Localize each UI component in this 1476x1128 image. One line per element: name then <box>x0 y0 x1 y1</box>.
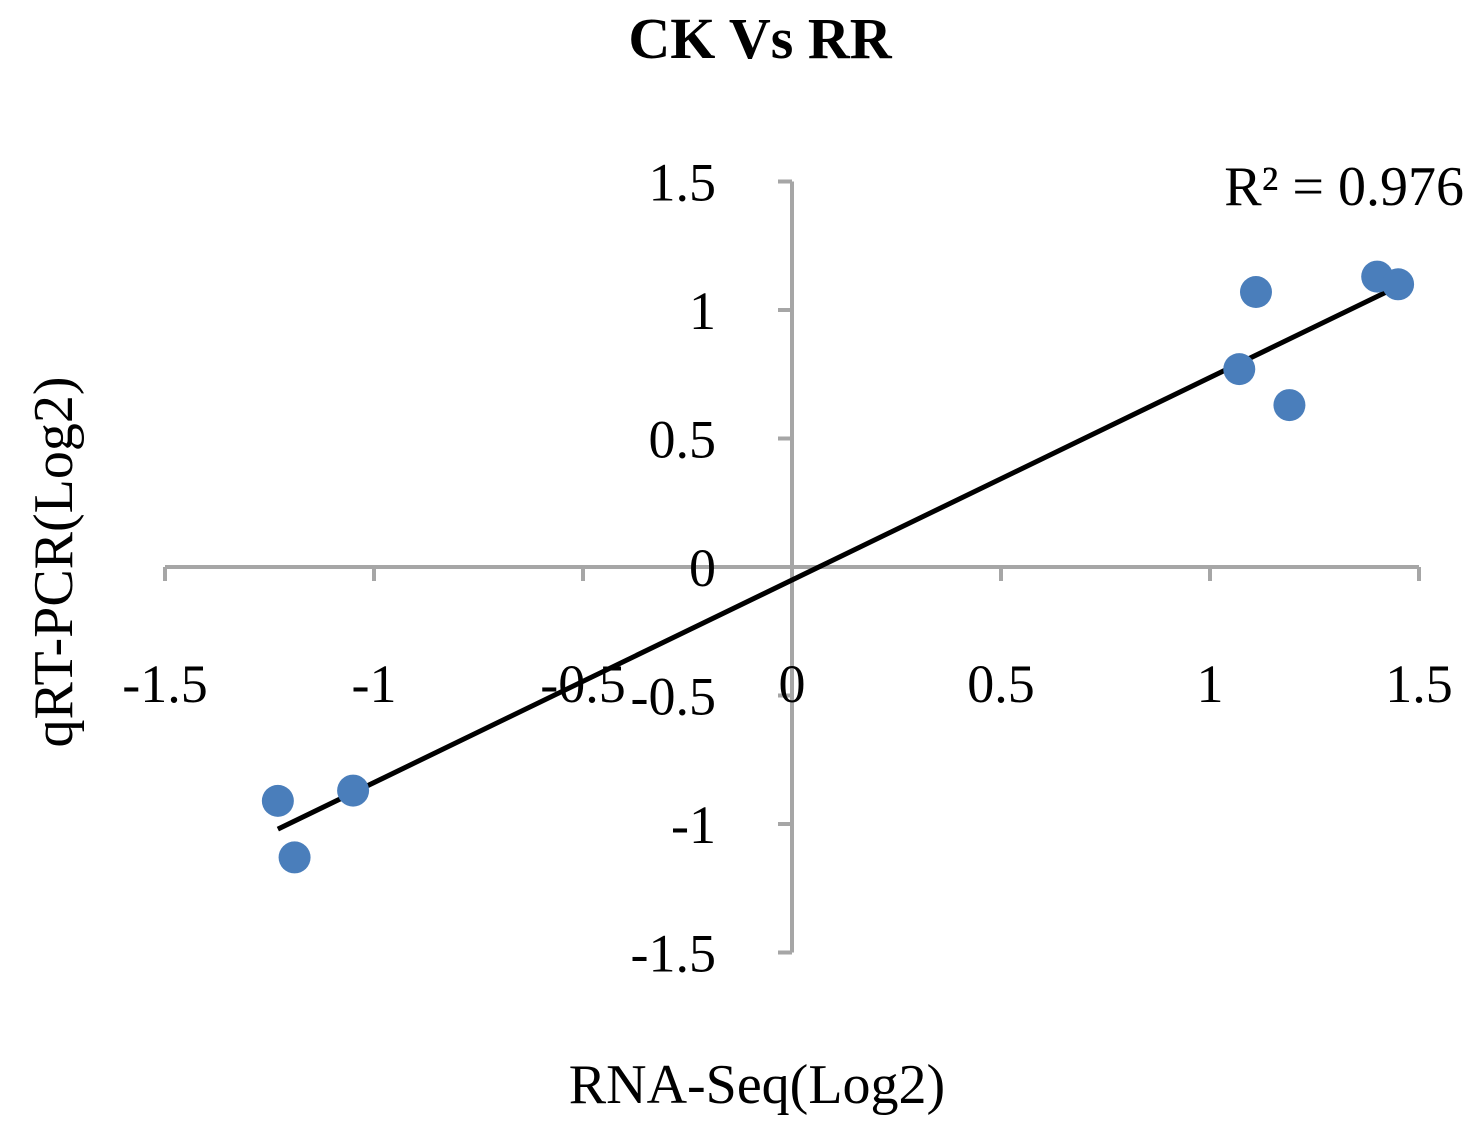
x-tick-label: 0 <box>779 654 806 714</box>
x-tick-label: -1 <box>352 654 397 714</box>
data-point <box>1382 268 1415 301</box>
x-tick-label: 1.5 <box>1385 654 1453 714</box>
x-tick-label: -1.5 <box>122 654 207 714</box>
axes <box>163 179 1421 955</box>
x-tick-labels: -1.5-1-0.500.511.5 <box>122 654 1452 714</box>
trendline-layer <box>276 282 1404 832</box>
y-axis-label: qRT-PCR(Log2) <box>23 376 85 747</box>
y-tick-label: -1.5 <box>631 924 716 984</box>
y-tick-label: -0.5 <box>631 667 716 727</box>
y-tick-labels: 1.5 1 0.5 0 -0.5 -1 -1.5 <box>631 153 716 984</box>
data-points <box>261 260 1415 874</box>
data-point <box>1223 353 1256 386</box>
data-point <box>1239 276 1272 309</box>
x-axis-label: RNA-Seq(Log2) <box>569 1054 945 1116</box>
x-tick-label: 0.5 <box>967 654 1035 714</box>
y-tick-label: -1 <box>671 795 716 855</box>
r-squared-annotation: R² = 0.976 <box>1224 156 1464 218</box>
data-point <box>261 784 294 817</box>
data-point <box>278 841 311 874</box>
data-point <box>337 774 370 807</box>
y-tick-label: 0.5 <box>649 410 717 470</box>
y-tick-label: 0 <box>689 538 716 598</box>
trendline <box>276 282 1404 832</box>
x-tick-label: 1 <box>1197 654 1224 714</box>
y-tick-label: 1 <box>689 281 716 341</box>
data-point <box>1273 389 1306 422</box>
chart-title: CK Vs RR <box>628 6 892 71</box>
y-tick-label: 1.5 <box>649 153 717 213</box>
